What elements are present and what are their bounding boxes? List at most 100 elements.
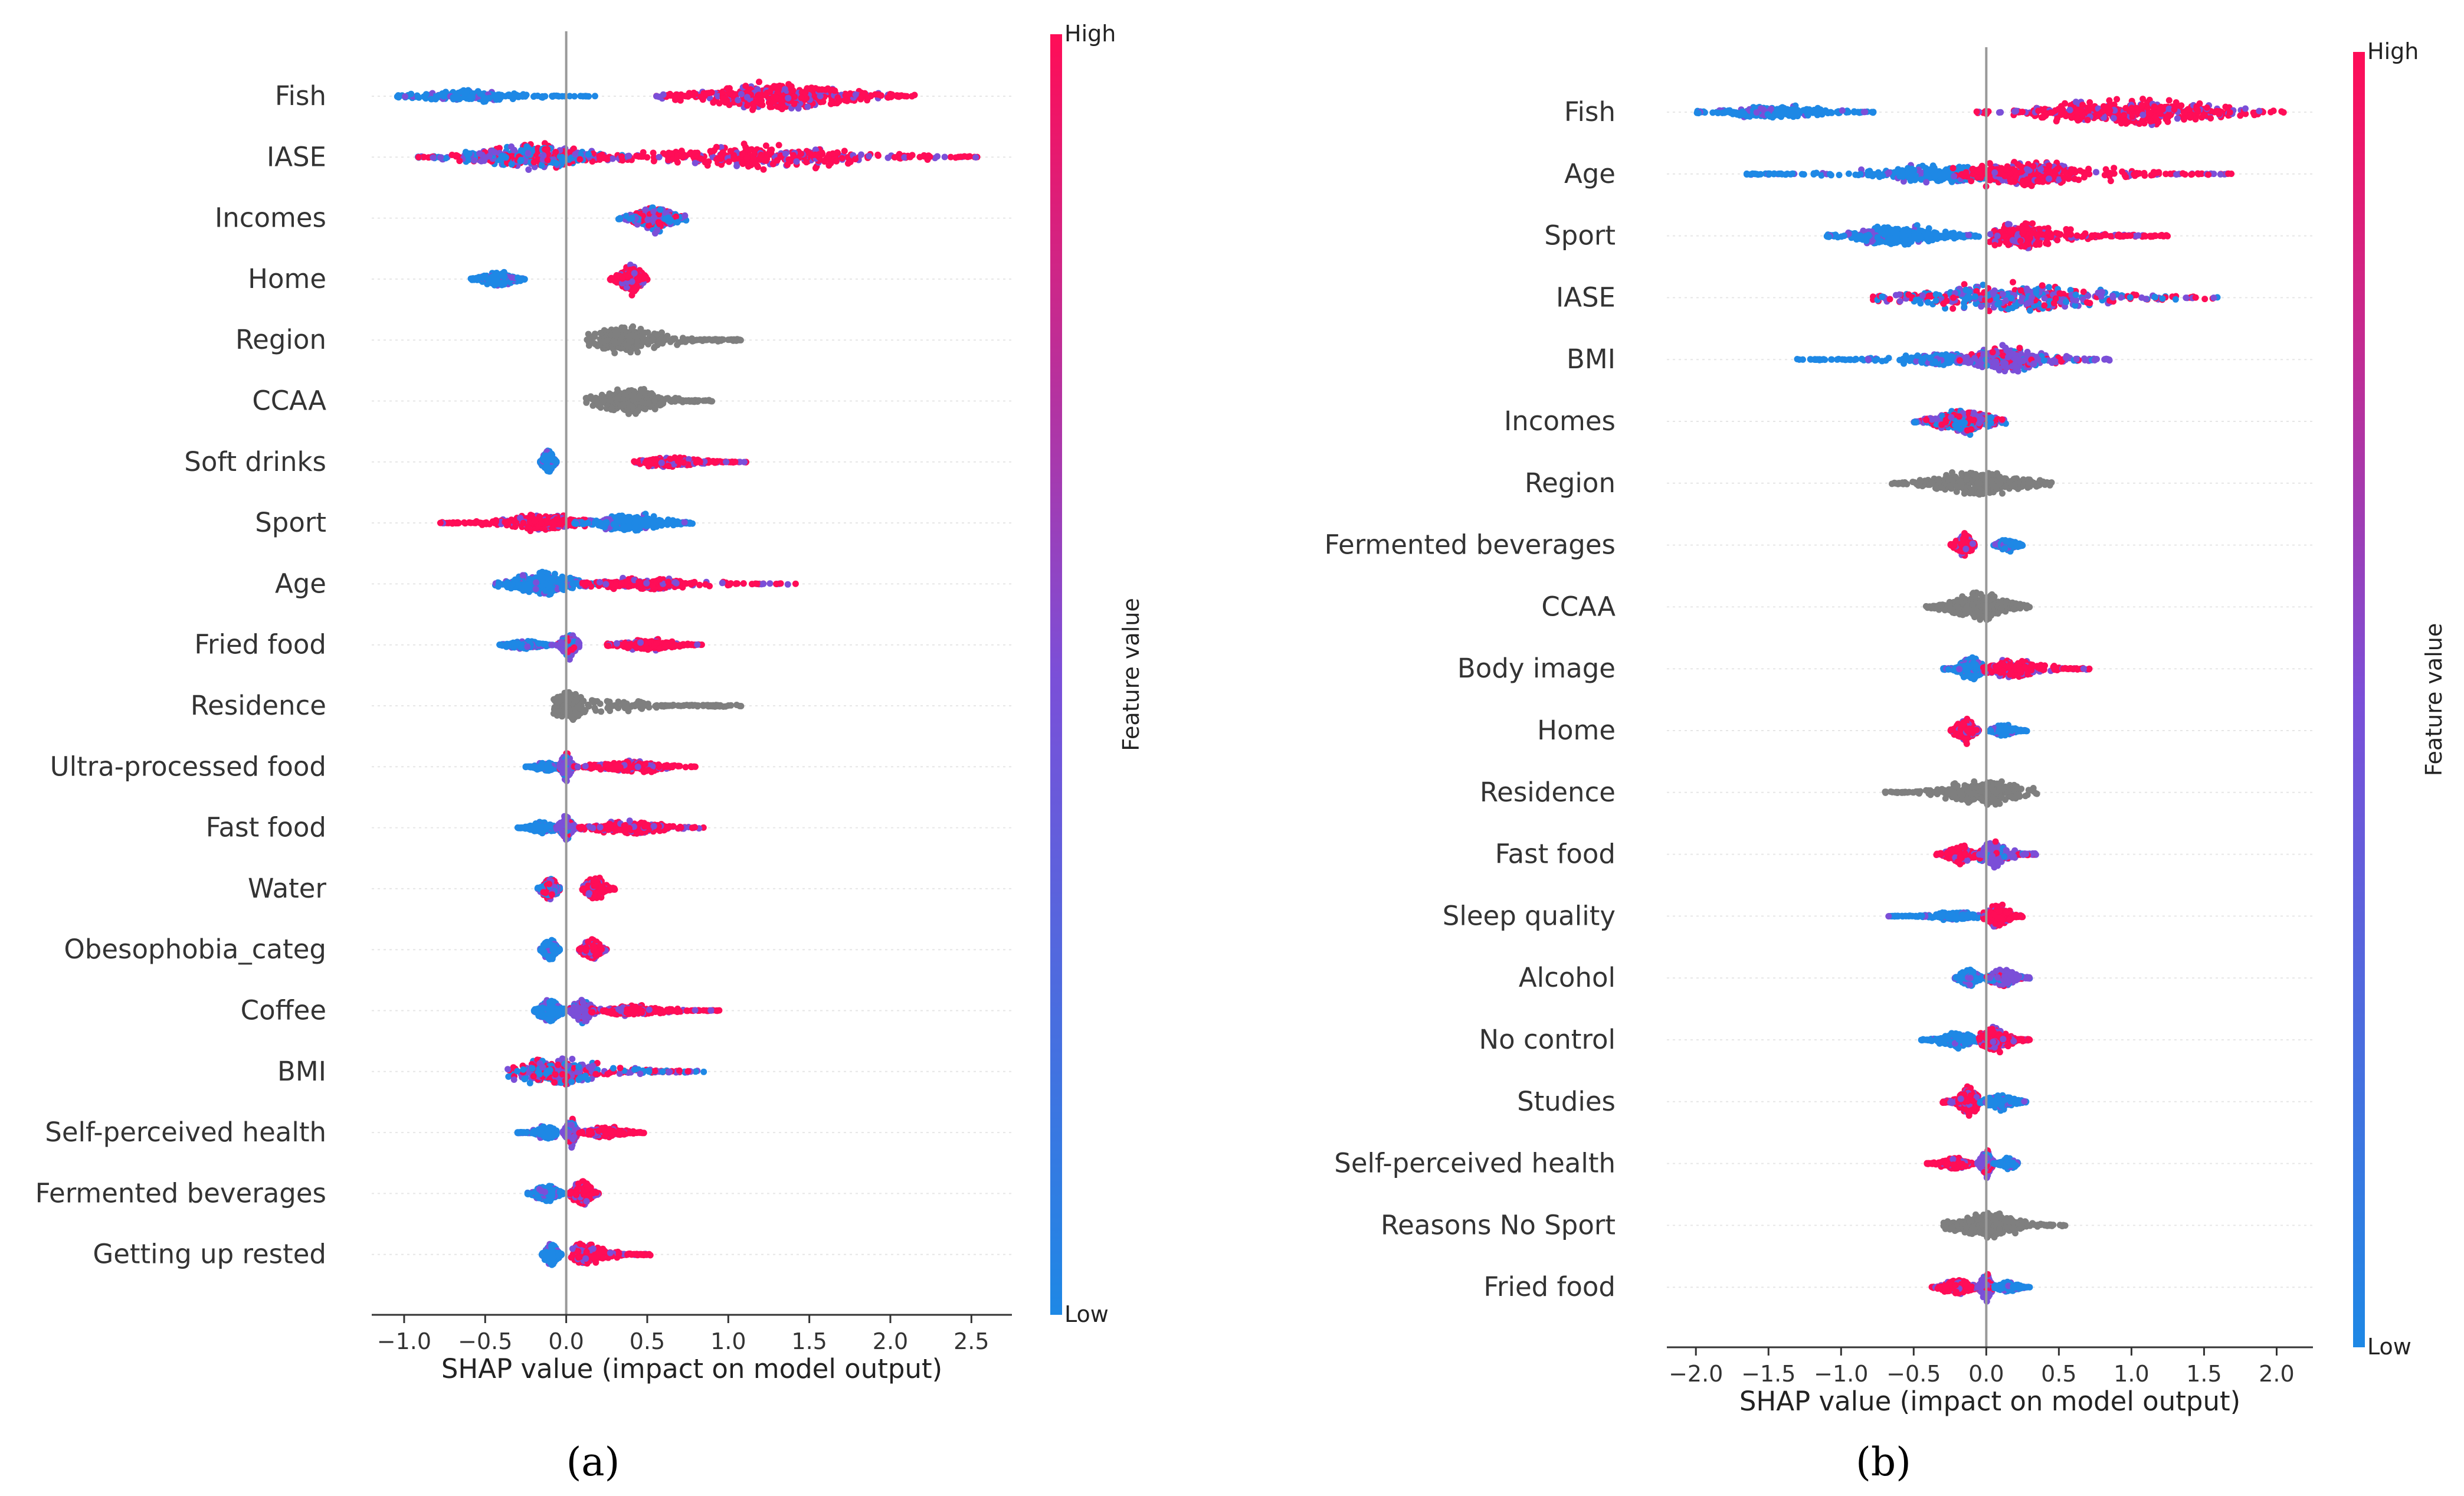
shap-point: [733, 337, 740, 344]
shap-point: [674, 219, 681, 226]
shap-point: [634, 407, 641, 414]
shap-point: [817, 93, 824, 100]
shap-point: [768, 146, 775, 153]
shap-point: [584, 579, 591, 586]
shap-point: [538, 520, 545, 527]
shap-point: [658, 459, 665, 466]
shap-point: [866, 153, 873, 160]
shap-point: [723, 459, 730, 466]
shap-point: [576, 156, 584, 163]
shap-point: [835, 99, 841, 106]
shap-point: [651, 397, 658, 404]
shap-point: [650, 158, 657, 165]
shap-point: [613, 524, 620, 531]
shap-point: [661, 215, 669, 222]
feature-label: BMI: [277, 1056, 326, 1087]
shap-point: [660, 91, 667, 98]
shap-point: [802, 89, 809, 96]
shap-point: [693, 457, 700, 464]
shap-point: [635, 578, 643, 585]
shap-point: [428, 96, 435, 103]
shap-point: [611, 332, 618, 339]
shap-point: [825, 155, 832, 162]
shap-point: [668, 150, 675, 157]
shap-point: [631, 270, 638, 277]
shap-point: [646, 460, 653, 467]
shap-point: [635, 393, 643, 400]
shap-point: [732, 580, 739, 587]
shap-point: [408, 90, 415, 97]
shap-point: [833, 158, 840, 165]
shap-point: [620, 523, 627, 530]
shap-point: [887, 91, 894, 97]
shap-point: [643, 520, 650, 527]
shap-point: [773, 581, 779, 587]
shap-point: [471, 157, 478, 164]
shap-point: [838, 155, 846, 162]
shap-point: [916, 153, 923, 161]
shap-point: [644, 400, 651, 407]
shap-point: [641, 275, 648, 281]
shap-point: [612, 582, 619, 589]
shap-point: [743, 94, 751, 101]
feature-swarm: [394, 78, 918, 113]
shap-point: [681, 212, 689, 219]
shap-point: [827, 100, 834, 107]
shap-point: [395, 94, 402, 101]
shap-point: [478, 274, 485, 281]
shap-point: [566, 93, 573, 100]
shap-point: [703, 336, 710, 343]
shap-point: [555, 93, 562, 100]
shap-point: [530, 93, 537, 100]
shap-point: [577, 93, 584, 100]
shap-point: [678, 148, 685, 155]
shap-point: [775, 142, 782, 149]
shap-point: [785, 94, 792, 102]
feature-swarm: [615, 204, 690, 237]
shap-point: [510, 146, 517, 153]
shap-point: [515, 93, 522, 100]
shap-point: [643, 580, 650, 587]
shap-point: [456, 158, 463, 165]
shap-point: [781, 86, 788, 93]
shap-point: [540, 152, 547, 159]
shap-point: [402, 93, 408, 100]
shap-point: [841, 97, 848, 104]
shap-point: [523, 581, 530, 588]
shap-point: [490, 272, 497, 279]
shap-point: [852, 91, 859, 98]
shap-point: [502, 154, 509, 161]
shap-point: [689, 397, 696, 404]
shap-point: [586, 335, 593, 342]
shap-point: [858, 151, 864, 158]
shap-point: [477, 90, 484, 97]
shap-point: [494, 583, 502, 590]
shap-point: [742, 83, 749, 90]
shap-point: [782, 150, 789, 157]
shap-point: [650, 513, 657, 520]
shap-point: [626, 338, 633, 345]
shap-point: [539, 582, 546, 590]
shap-point: [713, 143, 720, 150]
shap-point: [766, 580, 774, 587]
shap-point: [591, 93, 598, 100]
shap-point: [730, 155, 738, 162]
shap-point: [760, 580, 767, 587]
shap-point: [665, 463, 672, 469]
shap-point: [483, 519, 490, 526]
shap-point: [785, 81, 792, 88]
shap-point: [506, 93, 513, 100]
shap-point: [740, 459, 748, 466]
shap-point: [656, 516, 663, 523]
shap-point: [533, 579, 540, 586]
shap-point: [703, 90, 710, 97]
shap-point: [742, 143, 749, 150]
shap-point: [597, 579, 603, 585]
shap-point: [559, 576, 565, 583]
feature-label: Getting up rested: [93, 1239, 326, 1270]
shap-point: [618, 153, 625, 160]
shap-point: [525, 150, 532, 157]
shap-point: [778, 97, 785, 104]
